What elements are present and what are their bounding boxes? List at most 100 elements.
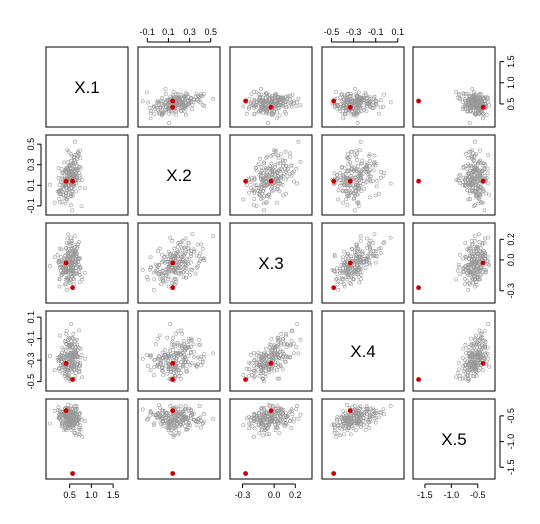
scatter-point	[348, 281, 353, 285]
scatter-point	[156, 402, 161, 407]
scatter-point	[58, 200, 62, 205]
tick-label: -1.0	[506, 434, 516, 450]
scatter-point	[298, 103, 303, 108]
scatter-point	[160, 99, 165, 104]
highlighted-point	[268, 178, 274, 184]
tick-label: 0.5	[26, 138, 36, 151]
scatter-point	[267, 97, 271, 102]
scatter-point	[463, 92, 468, 97]
scatter-point	[364, 258, 369, 262]
highlighted-point	[170, 408, 176, 414]
scatter-point	[66, 250, 71, 255]
scatter-point	[347, 93, 352, 98]
scatter-point	[172, 254, 176, 259]
scatter-point	[348, 160, 353, 165]
scatter-point	[279, 103, 284, 108]
scatter-point	[371, 163, 376, 168]
scatter-point	[346, 169, 351, 174]
scatter-point	[264, 171, 269, 176]
scatter-point	[184, 266, 188, 271]
scatter-point	[156, 271, 161, 276]
scatter-point	[68, 186, 73, 191]
scatter-point	[359, 176, 363, 181]
panel-1-3	[229, 46, 313, 128]
scatter-point	[63, 201, 68, 206]
scatter-point	[190, 107, 194, 112]
scatter-point	[65, 236, 70, 241]
scatter-point	[461, 107, 465, 112]
scatter-point	[472, 234, 477, 239]
scatter-point	[372, 153, 377, 158]
highlighted-point	[480, 260, 486, 266]
scatter-point	[61, 186, 66, 191]
scatter-point	[72, 234, 77, 239]
scatter-point	[366, 257, 371, 262]
panel-3-1	[45, 222, 129, 304]
variable-label: X.1	[74, 78, 100, 97]
scatter-point	[283, 109, 287, 114]
scatter-point	[345, 175, 350, 180]
scatter-point	[76, 242, 81, 247]
scatter-point	[338, 433, 343, 438]
scatter-point	[258, 172, 263, 177]
scatter-point	[65, 188, 70, 193]
scatter-point	[283, 103, 288, 107]
scatter-point	[270, 99, 275, 104]
scatter-point	[367, 425, 372, 430]
scatter-point	[161, 373, 166, 377]
scatter-point	[154, 342, 158, 347]
scatter-point	[176, 329, 181, 334]
highlighted-point	[170, 361, 176, 366]
scatter-point	[337, 184, 342, 189]
scatter-point	[484, 191, 488, 196]
scatter-point	[172, 276, 177, 281]
scatter-point	[461, 346, 466, 351]
scatter-point	[183, 109, 188, 114]
scatter-point	[68, 263, 73, 268]
scatter-point	[180, 259, 185, 264]
scatter-point	[294, 407, 299, 411]
scatter-point	[248, 180, 253, 185]
scatter-point	[74, 171, 79, 176]
scatter-point	[482, 167, 487, 172]
tick-label: 0.1	[162, 27, 175, 37]
scatter-point	[67, 170, 72, 175]
scatter-point	[280, 367, 285, 372]
scatter-point	[251, 89, 256, 94]
scatter-point	[185, 257, 190, 262]
scatter-point	[52, 368, 57, 373]
scatter-point	[77, 185, 82, 190]
scatter-point	[57, 333, 62, 338]
scatter-point	[461, 92, 466, 97]
scatter-point	[66, 149, 71, 154]
scatter-point	[477, 186, 481, 191]
scatter-point	[382, 92, 387, 97]
highlighted-point	[268, 104, 274, 110]
highlighted-point	[63, 260, 69, 266]
scatter-point	[48, 263, 52, 268]
scatter-point	[359, 277, 363, 282]
scatter-point	[67, 256, 72, 261]
scatter-point	[477, 197, 481, 202]
scatter-point	[341, 255, 346, 260]
scatter-point	[83, 186, 87, 191]
scatter-point	[478, 185, 483, 190]
scatter-point	[364, 165, 369, 169]
scatter-point	[479, 111, 484, 116]
scatter-point	[468, 197, 473, 202]
scatter-point	[354, 158, 359, 163]
highlighted-point	[480, 361, 486, 366]
scatter-point	[157, 100, 162, 105]
scatter-point	[258, 171, 263, 175]
scatter-point	[211, 234, 216, 239]
scatter-point	[72, 155, 76, 160]
scatter-point	[253, 165, 258, 170]
scatter-point	[357, 148, 362, 153]
scatter-point	[340, 92, 345, 97]
scatter-point	[336, 197, 341, 202]
highlighted-point	[268, 408, 274, 414]
scatter-point	[247, 190, 252, 195]
scatter-point	[474, 152, 479, 157]
scatter-point	[348, 266, 353, 271]
scatter-point	[79, 353, 84, 358]
